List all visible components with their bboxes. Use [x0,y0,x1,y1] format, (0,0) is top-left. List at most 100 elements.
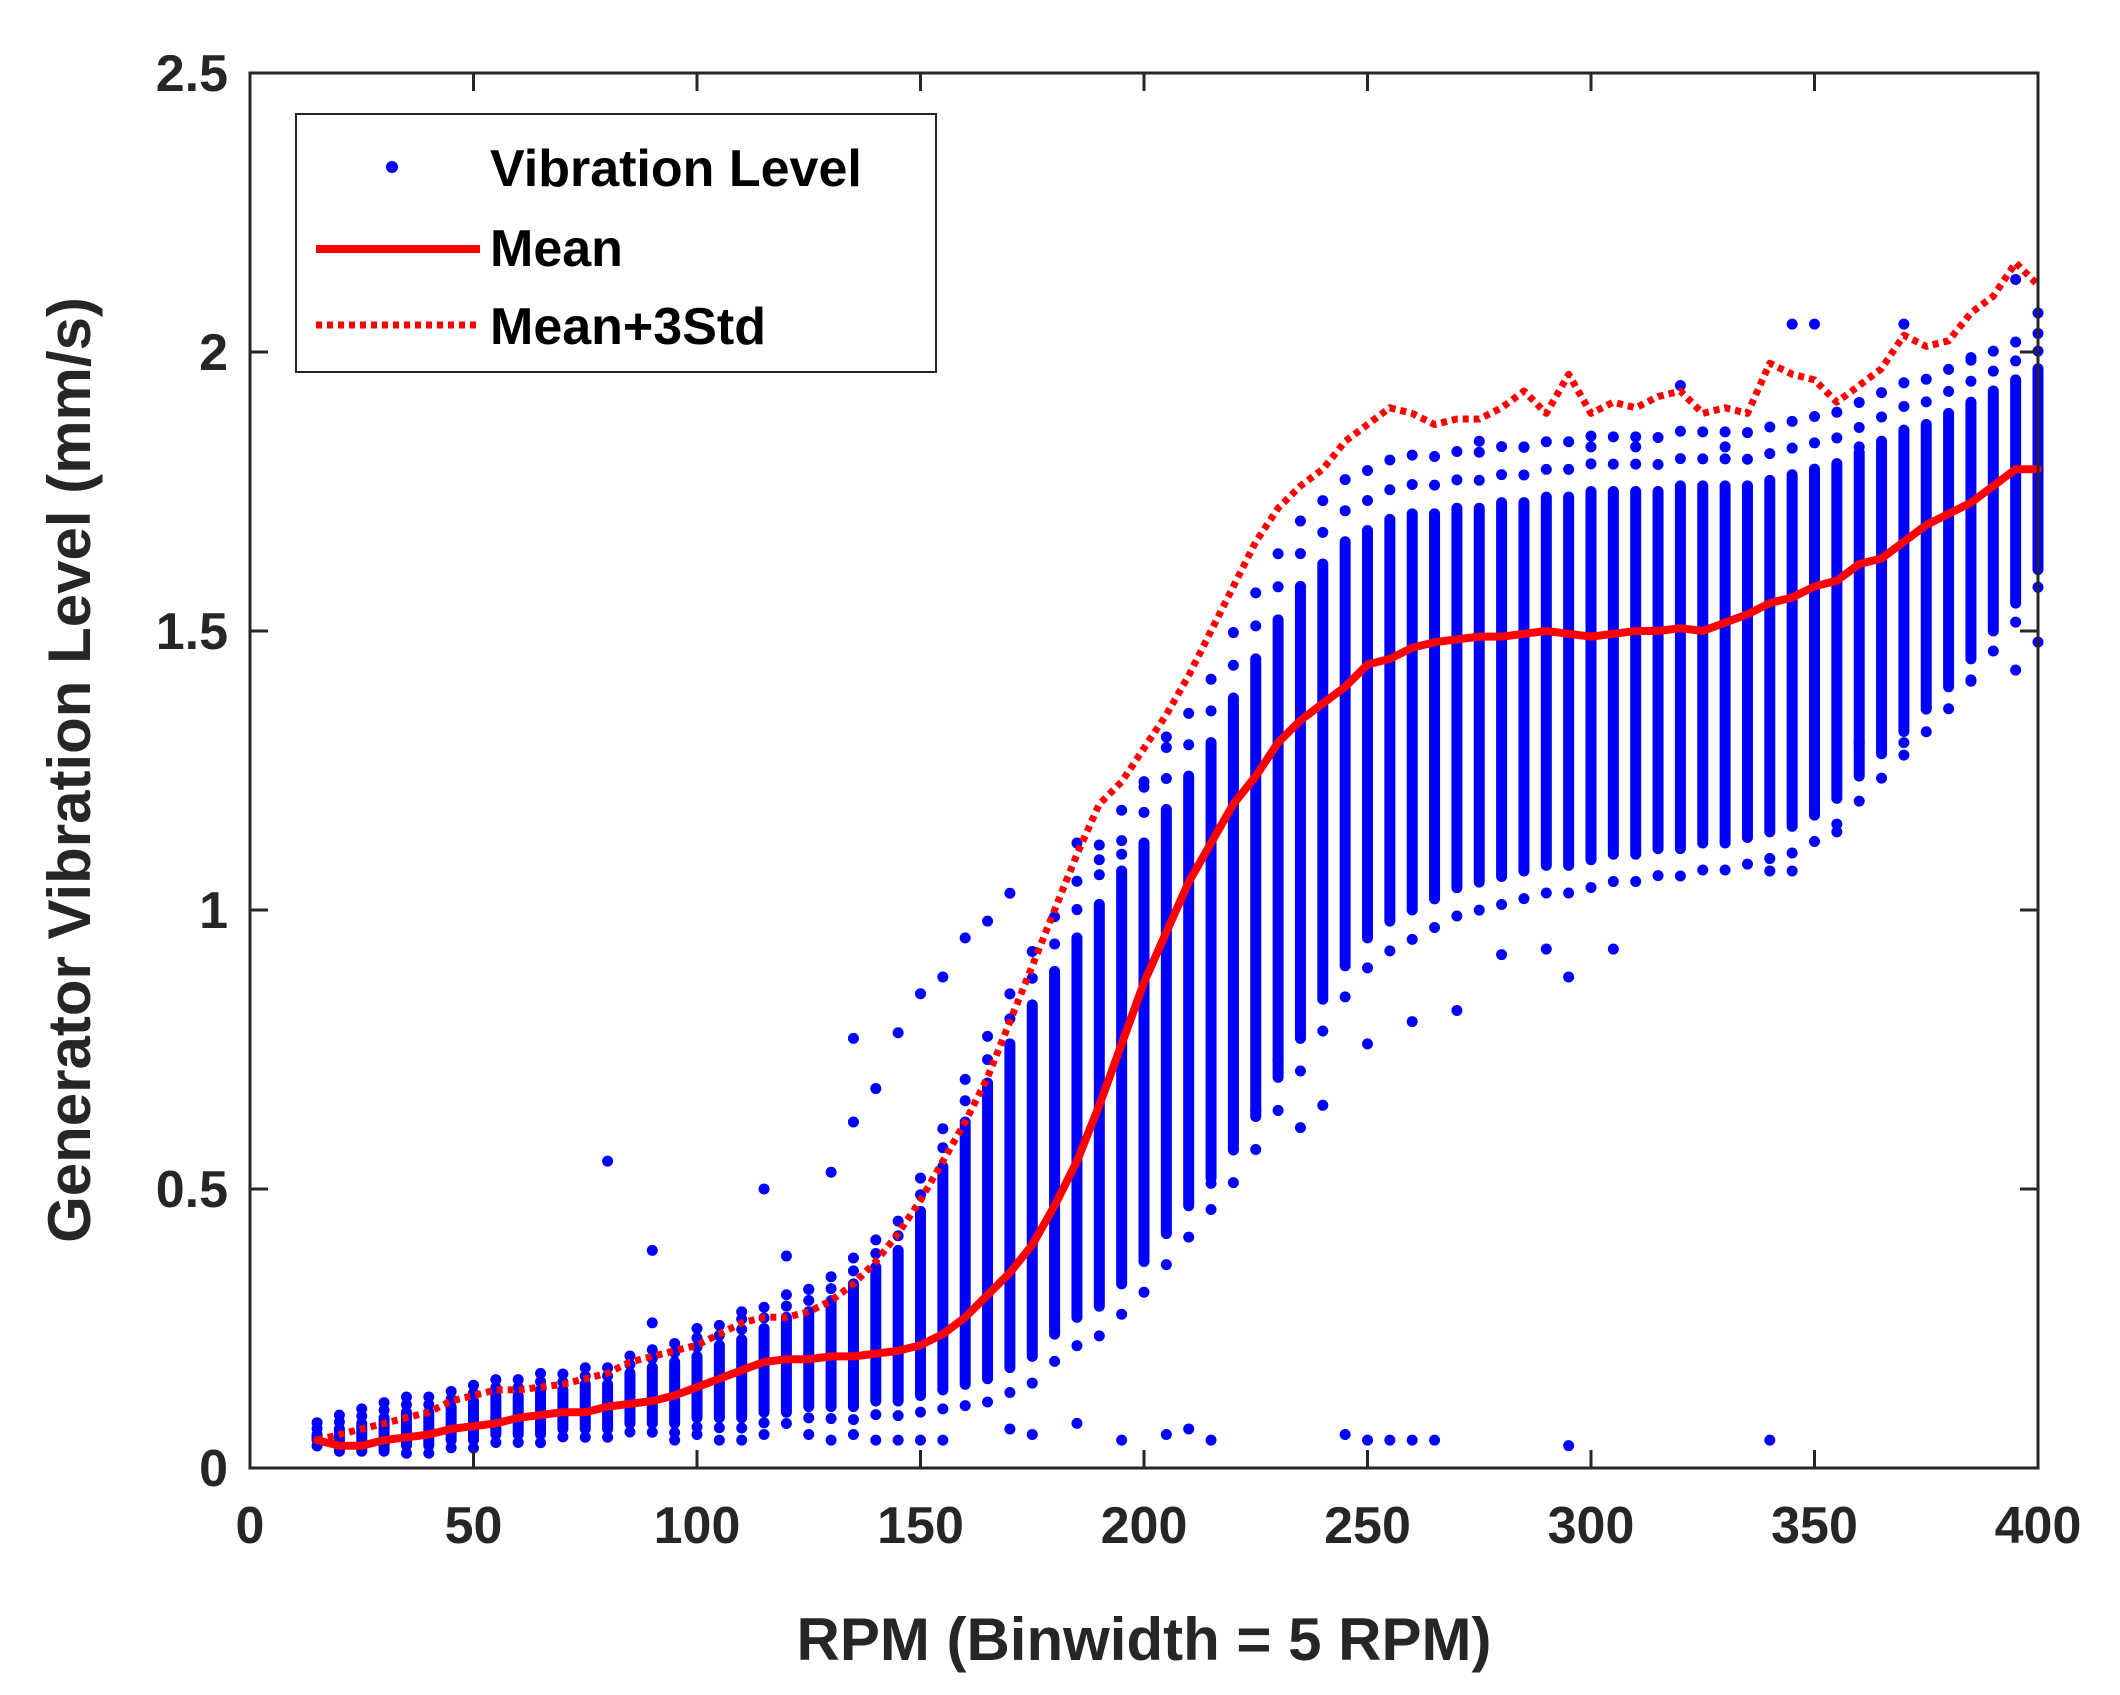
scatter-point [1630,441,1642,453]
scatter-point [490,1374,502,1386]
scatter-point [468,1379,479,1391]
scatter-point [1116,804,1128,816]
scatter-point [1205,1434,1217,1446]
scatter-point [1362,465,1373,477]
scatter-point [758,1417,770,1429]
scatter-point [959,1095,971,1107]
scatter-point [1809,411,1820,423]
scatter-point [1093,839,1105,851]
scatter-point [713,1434,725,1446]
scatter-point [423,1447,435,1459]
scatter-point [847,1116,859,1128]
scatter-point [1496,441,1508,453]
scatter-point [1138,781,1150,793]
scatter-point [1429,1434,1441,1446]
scatter-point [1965,675,1977,687]
scatter-point [1451,474,1463,486]
scatter-point [915,988,926,1000]
scatter-point [1898,400,1910,412]
x-tick-label: 300 [1548,1497,1635,1555]
y-tick-label: 2.5 [156,45,228,103]
scatter-point [1183,1231,1195,1243]
scatter-point [892,1410,904,1422]
scatter-point [669,1337,681,1349]
scatter-point [1674,453,1686,465]
scatter-point [915,1172,926,1184]
scatter-point [1898,749,1910,761]
x-tick-label: 50 [445,1497,503,1555]
scatter-point [915,1434,926,1446]
scatter-point [1384,1434,1396,1446]
scatter-point [1853,421,1865,433]
scatter-point [1674,379,1686,391]
scatter-point [1473,904,1485,916]
scatter-point [915,1406,926,1418]
scatter-point [1406,478,1418,490]
scatter-point [602,1431,614,1443]
scatter-point [1250,587,1262,599]
scatter-point [1853,737,1865,749]
scatter-point [1563,887,1575,899]
scatter-point [1250,620,1262,632]
scatter-point [1183,1423,1195,1435]
scatter-point [1451,446,1463,458]
scatter-point [892,1027,904,1039]
scatter-point [1674,425,1686,437]
scatter-point [713,1319,725,1331]
scatter-point [1853,396,1865,408]
scatter-point [803,1429,815,1441]
scatter-point [1987,645,1999,657]
scatter-point [1674,870,1686,882]
y-tick-label: 1.5 [156,603,228,661]
scatter-point [1764,1434,1776,1446]
scatter-point [847,1265,859,1277]
scatter-point [1965,352,1977,364]
scatter-point [400,1399,412,1411]
x-axis-label: RPM (Binwidth = 5 RPM) [797,1606,1492,1673]
scatter-point [847,1429,859,1441]
vibration-level-scatter [311,273,2044,1459]
scatter-point [557,1368,569,1380]
scatter-point [1809,835,1820,847]
scatter-point [1540,436,1552,448]
scatter-point [646,1317,658,1329]
scatter-point [825,1166,837,1178]
scatter-point [1741,427,1753,439]
scatter-point [780,1250,792,1262]
scatter-point [557,1431,569,1443]
scatter-point [1183,739,1195,751]
scatter-point [1853,795,1865,807]
scatter-point [1160,1429,1172,1441]
x-tick-label: 200 [1101,1497,1188,1555]
scatter-point [624,1426,636,1438]
scatter-point [1429,922,1441,934]
scatter-point [1473,474,1485,486]
scatter-point [2010,336,2022,348]
scatter-point [1384,484,1396,496]
scatter-point [1116,1308,1128,1320]
scatter-point [1518,441,1530,453]
scatter-point [1741,858,1753,870]
scatter-point [445,1442,457,1454]
scatter-point [1071,904,1083,916]
scatter-point [736,1422,748,1434]
scatter-point [1160,742,1172,754]
scatter-point [1831,406,1843,418]
scatter-point [1943,703,1955,715]
scatter-point [1943,385,1955,397]
scatter-point [937,1403,949,1415]
legend-label-mean-plus-3std: Mean+3Std [490,298,766,356]
scatter-point [1786,415,1798,427]
scatter-point [1764,448,1776,460]
scatter-point [1809,318,1820,330]
scatter-point [1160,1259,1172,1271]
scatter-point [602,1155,614,1167]
scatter-point [669,1434,681,1446]
scatter-point [1876,411,1888,423]
scatter-point [2010,664,2022,676]
scatter-point [1160,731,1172,743]
scatter-point [1518,469,1530,481]
scatter-point [1317,1099,1329,1111]
scatter-point [1250,1143,1262,1155]
scatter-point [803,1294,815,1306]
